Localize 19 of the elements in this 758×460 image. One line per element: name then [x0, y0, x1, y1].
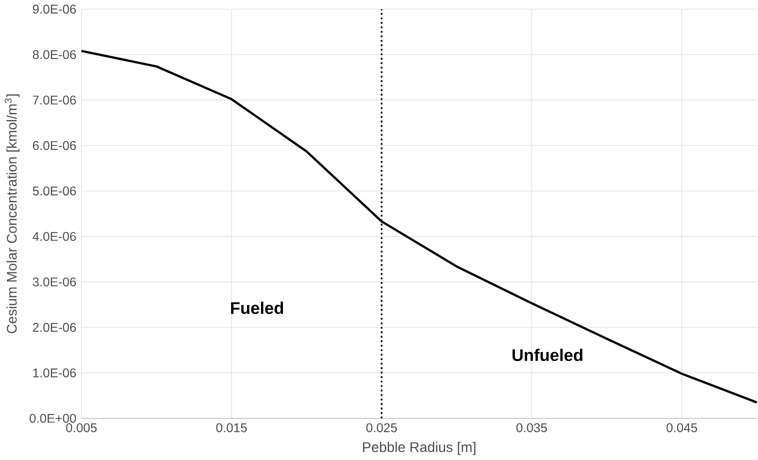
- y-tick-label: 6.0E-06: [32, 141, 76, 150]
- x-tick-label: 0.005: [66, 423, 97, 432]
- x-axis-title: Pebble Radius [m]: [363, 442, 476, 456]
- annotation: Fueled: [231, 302, 284, 314]
- y-tick-label: 1.0E-06: [33, 368, 76, 378]
- y-tick-label: 9.0E-06: [32, 4, 76, 14]
- annotation: Unfueled: [512, 348, 582, 362]
- x-tick-label: 0.015: [216, 423, 247, 432]
- y-tick-label: 2.0E-06: [32, 323, 76, 332]
- y-tick-label: 8.0E-06: [32, 50, 76, 60]
- y-tick-label: 3.0E-06: [32, 278, 76, 287]
- x-tick-label: 0.025: [366, 423, 397, 432]
- y-axis-title: Cesium Molar Concentration [kmol/m$^{3}$]: [4, 94, 20, 334]
- y-tick-label: 7.0E-06: [32, 96, 76, 105]
- y-tick-label: 5.0E-06: [32, 186, 76, 196]
- x-tick-label: 0.035: [516, 423, 547, 432]
- y-tick-label: 0.0E+00: [30, 414, 76, 424]
- y-tick-label: 4.0E-06: [32, 232, 76, 242]
- x-tick-label: 0.045: [666, 423, 698, 432]
